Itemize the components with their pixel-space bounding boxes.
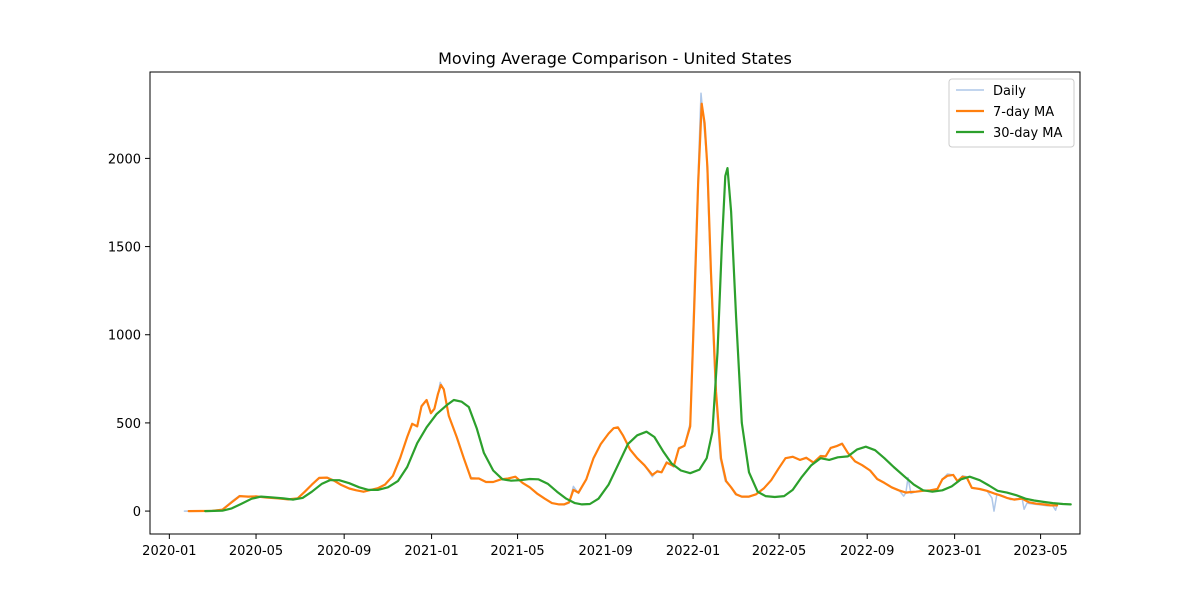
x-tick-label: 2022-05 — [752, 544, 806, 559]
y-tick-label: 2000 — [108, 152, 141, 167]
x-tick-label: 2020-01 — [142, 544, 196, 559]
x-tick-label: 2023-05 — [1013, 544, 1067, 559]
legend-label-daily: Daily — [993, 84, 1026, 99]
legend: Daily 7-day MA 30-day MA — [948, 78, 1075, 148]
x-tick-label: 2021-05 — [490, 544, 544, 559]
plot-background — [150, 72, 1080, 534]
x-tick-label: 2022-01 — [666, 544, 720, 559]
legend-entries: Daily 7-day MA 30-day MA — [956, 84, 1062, 141]
y-tick-label: 1500 — [108, 241, 141, 256]
x-tick-label: 2021-01 — [404, 544, 458, 559]
x-tick-label: 2020-09 — [317, 544, 371, 559]
y-axis: 0 500 1000 1500 2000 — [108, 152, 150, 520]
legend-box — [948, 78, 1075, 148]
series-line-30-day-ma — [204, 167, 1072, 513]
y-tick-label: 1000 — [108, 329, 141, 344]
legend-label-7-day-ma: 7-day MA — [993, 105, 1054, 120]
plot-frame — [149, 71, 1081, 535]
x-axis: 2020-01 2020-05 2020-09 2021-01 2021-05 2021-… — [142, 534, 1068, 559]
legend-label-30-day-ma: 30-day MA — [993, 126, 1062, 141]
series-line-7-day-ma — [187, 102, 1059, 513]
chart-title: Moving Average Comparison - United State… — [438, 49, 792, 68]
x-tick-label: 2021-09 — [579, 544, 633, 559]
x-tick-label: 2020-05 — [229, 544, 283, 559]
y-tick-label: 500 — [116, 417, 141, 432]
x-tick-label: 2022-09 — [840, 544, 894, 559]
plot-area — [149, 71, 1081, 535]
y-tick-label: 0 — [133, 505, 141, 520]
series-layer — [183, 92, 1072, 513]
x-tick-label: 2023-01 — [927, 544, 981, 559]
